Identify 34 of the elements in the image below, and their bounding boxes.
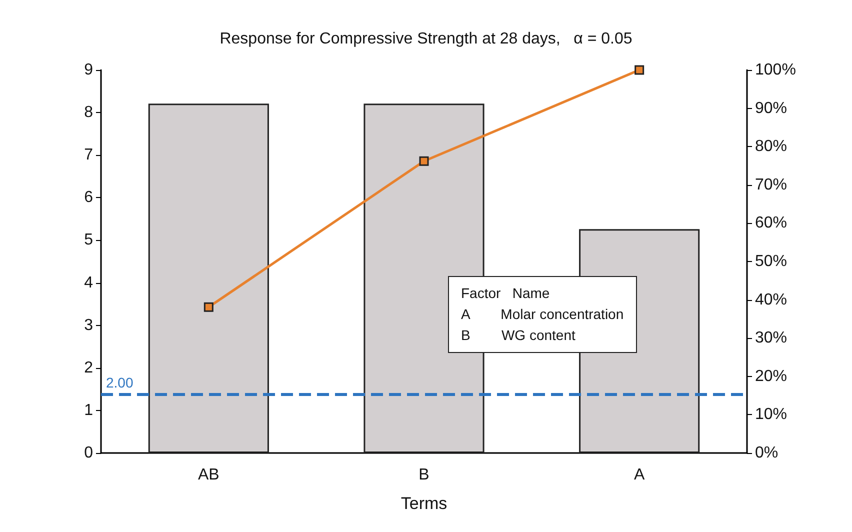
y-tick-label: 7 (84, 146, 94, 164)
y-tick-label: 9 (84, 62, 94, 78)
y-tick-label: 2 (84, 359, 94, 376)
y-tick-label: 6 (84, 189, 94, 206)
chart-title: Response for Compressive Strength at 28 days, α = 0.05 (220, 30, 632, 48)
point (634, 65, 644, 75)
point (204, 302, 214, 312)
annotation: B WG content (461, 326, 576, 345)
y2-tick-label: 90% (755, 100, 788, 117)
y-tick-label: 1 (84, 402, 94, 419)
y2-tick-label: 80% (755, 138, 788, 156)
annotation: A Molar concentration (461, 305, 624, 324)
y2-tick-label: 40% (755, 291, 788, 308)
y2-tick-label: 50% (755, 253, 788, 270)
y-tick-label: 4 (84, 274, 94, 292)
y2-tick-label: 10% (755, 406, 788, 424)
x-tick-label: A (634, 466, 645, 484)
y2-tick-label: 60% (755, 214, 788, 232)
y2-tick-label: 100% (755, 62, 796, 78)
x-axis-title: Terms (400, 494, 448, 513)
y2-tick-label: 0% (755, 444, 778, 462)
y2-tick-label: 20% (755, 368, 788, 385)
x-tick-label: B (418, 466, 430, 484)
y2-tick-label: 70% (755, 176, 788, 194)
annotation: 2.00 (106, 374, 134, 390)
y-tick-label: 5 (84, 232, 94, 249)
annotation: Factor Name (461, 284, 551, 303)
x-tick-label: AB (198, 466, 220, 484)
y-tick-label: 8 (84, 104, 94, 122)
y-tick-label: 3 (84, 316, 94, 334)
point (419, 156, 429, 166)
factor-table: Factor Name A Molar concentration B WG content (448, 276, 637, 353)
y-tick-label: 0 (84, 444, 94, 462)
y2-tick-label: 30% (755, 330, 788, 347)
